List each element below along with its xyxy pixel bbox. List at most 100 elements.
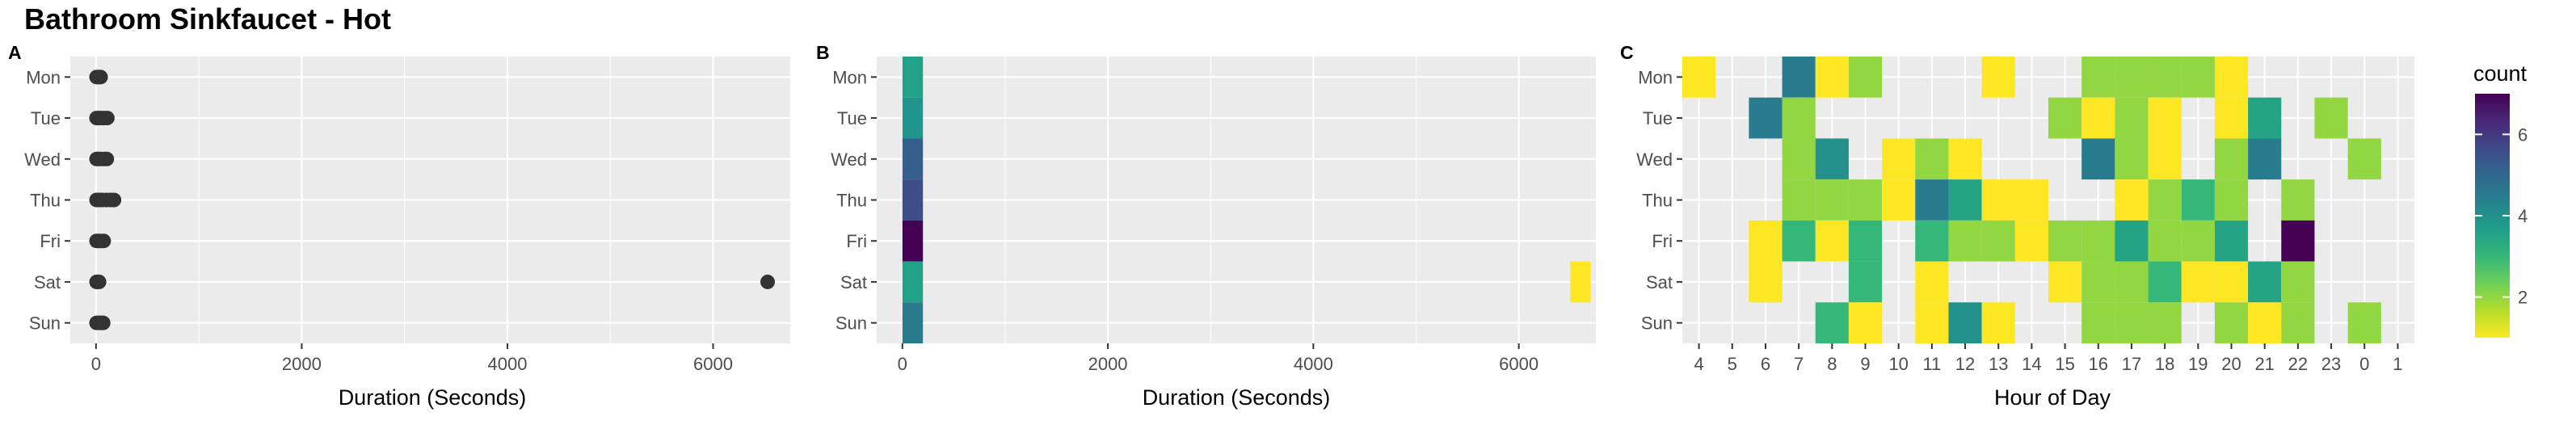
panel-c-heat-cell: [2081, 57, 2115, 98]
panel-b-heat-cell: [1570, 261, 1591, 303]
panel-c-y-tick-label: Wed: [1636, 149, 1673, 170]
panel-c-heat-cell: [2214, 261, 2249, 303]
panel-c-heat-cell: [2048, 97, 2082, 139]
panel-c-heat-cell: [2181, 220, 2215, 262]
panel-c-heat-cell: [2014, 179, 2048, 221]
panel-c-heat-cell: [2148, 97, 2182, 139]
panel-c-heat-cell: [1749, 220, 1783, 262]
panel-c-heat-cell: [2148, 261, 2182, 303]
panel-c-heat-cell: [1948, 179, 1982, 221]
panel-c-heat-cell: [2248, 261, 2282, 303]
panel-c-y-tick-label: Tue: [1643, 108, 1673, 128]
panel-c-x-tick-label: 0: [2359, 354, 2369, 374]
panel-c-heat-cell: [1782, 220, 1816, 262]
panel-b-y-tick-label: Thu: [836, 191, 867, 211]
panel-a-point: [96, 233, 112, 249]
panel-c-heat-cell: [1682, 57, 1716, 98]
panel-c-heat-cell: [1915, 179, 1949, 221]
panel-b-y-tick-label: Fri: [846, 231, 867, 251]
panel-c-x-tick-label: 16: [2089, 354, 2108, 374]
panel-c-heat-cell: [1815, 138, 1849, 180]
panel-a-y-tick-label: Wed: [24, 149, 61, 170]
panel-a-y-tick-label: Fri: [40, 231, 61, 251]
panel-c-x-tick-label: 19: [2188, 354, 2208, 374]
panel-c-heat-cell: [2115, 261, 2149, 303]
panel-c-heat-cell: [1915, 138, 1949, 180]
panel-a-y-tick-label: Sun: [29, 313, 61, 334]
panel-c-heat-cell: [2014, 220, 2048, 262]
panel-a-point: [95, 315, 111, 330]
panel-a-point: [93, 69, 108, 85]
panel-c-heat-cell: [2181, 261, 2215, 303]
panel-c-heat-cell: [2115, 138, 2149, 180]
panel-b-y-tick-label: Sat: [840, 272, 867, 292]
panel-c-x-tick-label: 1: [2393, 354, 2402, 374]
panel-c-x-tick-label: 6: [1761, 354, 1770, 374]
color-legend: count 2 4 6: [2473, 61, 2528, 338]
panel-c-heat-cell: [1782, 179, 1816, 221]
panel-c-x-tick-label: 15: [2055, 354, 2074, 374]
panel-c-heat-cell: [2115, 220, 2149, 262]
panel-c-heat-cell: [1915, 302, 1949, 343]
panel-c-x-tick-label: 8: [1827, 354, 1837, 374]
panel-a-x-tick-label: 6000: [693, 354, 733, 374]
legend-tick-label: 6: [2518, 124, 2528, 145]
legend-title: count: [2473, 61, 2528, 86]
panel-c-heat-cell: [2347, 302, 2381, 343]
panel-b-heat-cell: [902, 97, 924, 139]
figure-title: Bathroom Sinkfaucet - Hot: [24, 2, 391, 36]
panel-c-heat-cell: [2281, 220, 2315, 262]
panel-b-x-tick-label: 4000: [1294, 354, 1333, 374]
panel-c-heat-cell: [2081, 302, 2115, 343]
panel-c-heat-cell: [1782, 138, 1816, 180]
panel-c-x-tick-label: 9: [1860, 354, 1870, 374]
panel-b-y-tick-label: Sun: [836, 313, 867, 334]
panel-c-heat-cell: [1815, 302, 1849, 343]
panel-c-heat-cell: [2248, 138, 2282, 180]
panel-b-x-axis-title: Duration (Seconds): [1143, 385, 1331, 410]
panel-b-heat-cell: [902, 179, 924, 221]
panel-c-heat-cell: [1981, 179, 2015, 221]
panel-c-heat-cell: [2148, 179, 2182, 221]
panel-c-heat-cell: [1882, 138, 1916, 180]
panel-c: C Hour of Day Mon Tue Wed Thu Fri Sat Sun 4 5 6 7 8…: [1620, 42, 2414, 410]
panel-c-x-tick-label: 22: [2288, 354, 2308, 374]
panel-c-heat-cell: [2115, 179, 2149, 221]
panel-c-heat-cell: [1981, 57, 2015, 98]
panel-c-heat-cell: [2115, 302, 2149, 343]
panel-a-y-tick-label: Mon: [26, 67, 61, 87]
panel-b-heat-cell: [902, 261, 924, 303]
panel-a-y-tick-label: Tue: [31, 108, 61, 128]
panel-c-x-tick-label: 14: [2022, 354, 2041, 374]
panel-b-heat-cell: [902, 220, 924, 262]
panel-b-tag: B: [816, 42, 830, 63]
panel-c-heat-cell: [1915, 220, 1949, 262]
panel-c-heat-cell: [2281, 179, 2315, 221]
panel-b-y-tick-label: Mon: [832, 67, 867, 87]
panel-c-heat-cell: [1948, 302, 1982, 343]
panel-c-heat-cell: [1948, 220, 1982, 262]
panel-c-heat-cell: [1981, 220, 2015, 262]
panel-c-y-tick-label: Sat: [1646, 272, 1673, 292]
panel-c-x-tick-label: 13: [1989, 354, 2008, 374]
panel-a-point: [91, 274, 107, 289]
panel-c-heat-cell: [1848, 220, 1883, 262]
panel-c-heat-cell: [1749, 97, 1783, 139]
panel-c-heat-cell: [2314, 97, 2348, 139]
panel-c-heat-cell: [2214, 138, 2249, 180]
panel-c-x-tick-label: 10: [1888, 354, 1908, 374]
panel-c-heat-cell: [2048, 261, 2082, 303]
panel-a-tag: A: [8, 42, 22, 63]
panel-b-x-tick-label: 0: [898, 354, 907, 374]
panel-c-heat-cell: [2115, 57, 2149, 98]
panel-b-heat-cell: [902, 57, 924, 98]
panel-c-heat-cell: [2148, 138, 2182, 180]
panel-c-x-tick-label: 4: [1694, 354, 1703, 374]
panel-b-heat-cell: [902, 302, 924, 343]
panel-c-heat-cell: [2048, 220, 2082, 262]
panel-c-heat-cell: [2214, 97, 2249, 139]
panel-a-y-tick-label: Sat: [34, 272, 61, 292]
panel-c-heat-cell: [2347, 138, 2381, 180]
panel-c-heat-cell: [1981, 302, 2015, 343]
